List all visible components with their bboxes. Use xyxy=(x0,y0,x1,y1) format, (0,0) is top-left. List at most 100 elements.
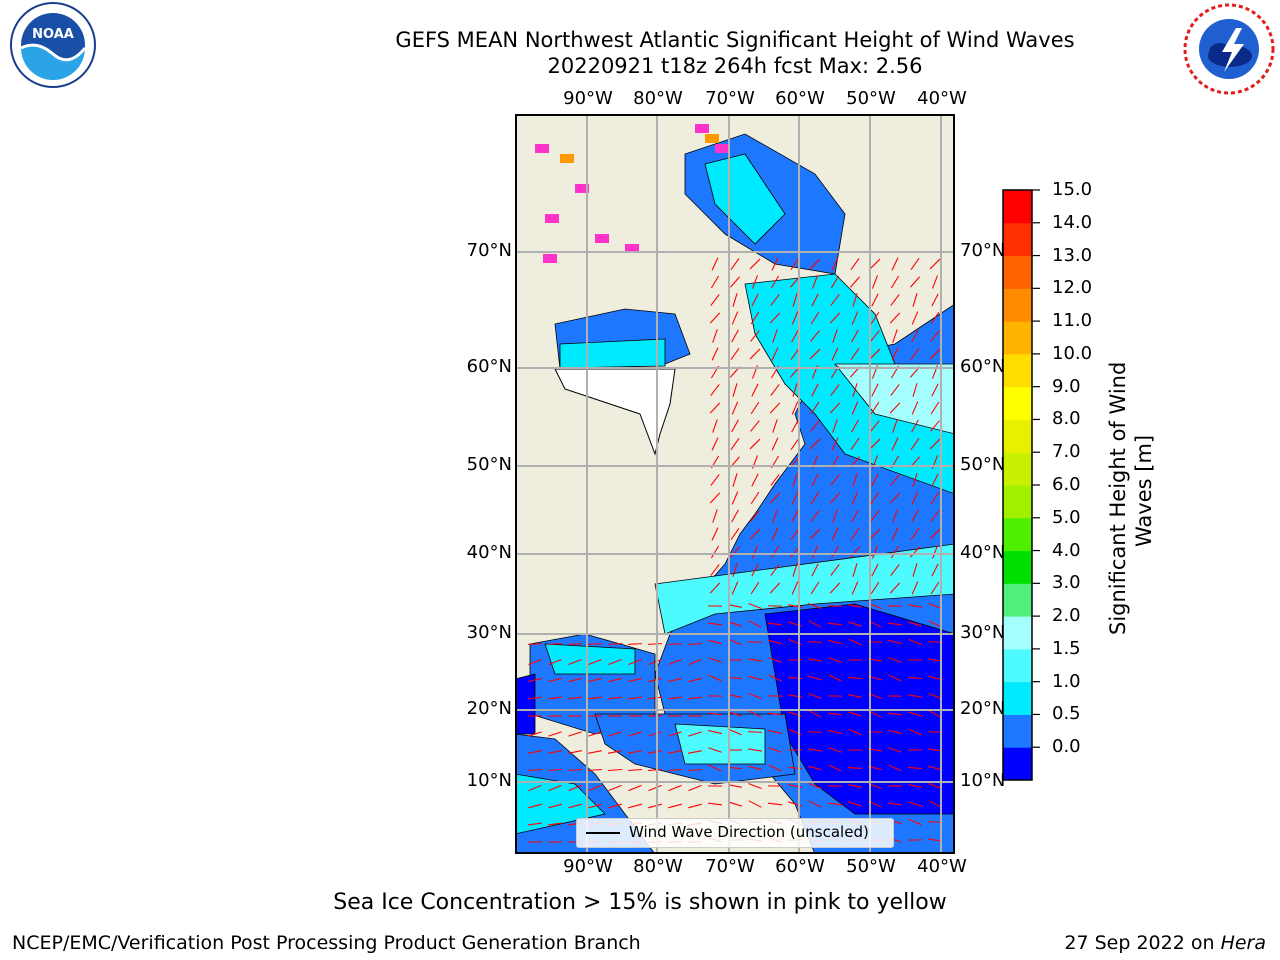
wave-arrow xyxy=(768,764,782,772)
wave-arrow xyxy=(711,347,719,361)
wave-arrow xyxy=(588,658,602,666)
wave-arrow xyxy=(588,731,602,737)
wave-arrow xyxy=(892,509,898,523)
wave-arrow xyxy=(870,311,880,325)
wave-arrow xyxy=(710,474,720,486)
sea-ice-patch xyxy=(575,184,589,193)
wave-arrow xyxy=(627,696,643,700)
wave-arrow xyxy=(889,402,901,414)
wave-arrow xyxy=(729,276,741,288)
wave-arrow xyxy=(748,765,762,771)
wave-arrow xyxy=(871,545,879,559)
wave-arrow xyxy=(852,473,858,487)
wave-arrow xyxy=(831,257,839,271)
wave-arrow xyxy=(807,731,823,733)
wave-arrow xyxy=(750,510,760,522)
wave-arrow xyxy=(647,643,663,645)
wave-arrow xyxy=(930,420,940,432)
wave-arrow xyxy=(792,563,798,577)
wave-arrow xyxy=(647,696,663,700)
wave-arrow xyxy=(748,710,762,718)
wave-arrow xyxy=(791,509,799,523)
wave-arrow xyxy=(931,275,939,289)
wave-arrow xyxy=(847,676,863,680)
wave-arrow xyxy=(708,729,722,735)
wave-arrow xyxy=(628,750,642,754)
longitude-label: 60°W xyxy=(775,856,825,877)
wave-arrow xyxy=(927,821,943,823)
wave-arrow xyxy=(808,692,822,700)
wave-arrow xyxy=(908,621,922,627)
footer-date-text: 27 Sep 2022 on xyxy=(1064,932,1221,954)
wave-arrow xyxy=(770,294,780,306)
wave-arrow xyxy=(768,729,782,735)
wave-arrow xyxy=(931,563,939,577)
wave-arrow xyxy=(750,581,760,595)
wave-arrow xyxy=(568,803,582,809)
wave-arrow xyxy=(769,582,781,594)
wave-arrow xyxy=(907,676,923,680)
wave-arrow xyxy=(871,563,879,577)
wave-arrow xyxy=(791,581,799,595)
wave-arrow xyxy=(527,822,543,826)
colorbar-title: Significant Height of Wind Waves [m] xyxy=(1104,335,1156,635)
wave-arrow xyxy=(567,643,583,645)
wave-arrow xyxy=(928,620,942,628)
wave-arrow xyxy=(889,582,901,594)
wave-arrow xyxy=(710,384,720,396)
wave-arrow xyxy=(871,383,879,397)
wave-arrow xyxy=(830,545,840,559)
wave-arrow xyxy=(790,527,800,541)
wave-arrow xyxy=(828,729,842,735)
wave-arrow xyxy=(771,437,779,451)
colorbar-segment xyxy=(1003,550,1032,584)
noaa-logo: NOAA xyxy=(10,2,96,88)
latitude-label: 70°N xyxy=(466,240,512,261)
wave-arrow xyxy=(830,275,840,289)
wave-arrow xyxy=(731,419,739,433)
wave-arrow xyxy=(528,803,542,809)
colorbar-segment xyxy=(1003,386,1032,420)
wave-arrow xyxy=(808,602,822,610)
longitude-label: 50°W xyxy=(846,856,896,877)
latitude-label: 20°N xyxy=(960,698,1006,719)
wave-arrow xyxy=(730,347,740,361)
wave-arrow xyxy=(728,604,742,608)
wave-arrow xyxy=(850,257,860,271)
colorbar-segment xyxy=(1003,714,1032,748)
wave-arrow xyxy=(928,800,942,808)
wave-arrow xyxy=(891,527,899,541)
wave-arrow xyxy=(627,768,643,772)
wave-arrow xyxy=(771,257,779,271)
wave-arrow xyxy=(711,437,719,451)
wave-arrow xyxy=(792,473,798,487)
wave-arrow xyxy=(727,766,743,770)
wave-arrow xyxy=(527,768,543,772)
wave-arrow xyxy=(928,765,942,771)
wave-arrow xyxy=(772,419,778,433)
wave-arrow xyxy=(829,582,841,594)
wave-arrow xyxy=(891,257,899,271)
map-panel xyxy=(515,114,955,854)
wave-arrow xyxy=(851,401,859,415)
wave-arrow xyxy=(869,528,881,540)
wave-arrow xyxy=(710,294,720,306)
wave-arrow xyxy=(890,275,900,289)
wave-arrow xyxy=(688,803,702,809)
wave-arrow xyxy=(688,784,702,792)
sea-ice-patch xyxy=(715,144,729,153)
wave-arrow xyxy=(911,329,919,343)
wave-arrow xyxy=(911,581,919,595)
wave-arrow xyxy=(892,329,898,343)
wave-arrow xyxy=(870,510,880,522)
sea-ice-patch xyxy=(625,244,639,253)
wave-arrow xyxy=(548,803,562,809)
wave-arrow xyxy=(748,782,762,790)
wave-arrow xyxy=(712,509,718,523)
wave-arrow xyxy=(930,401,940,415)
wave-arrow xyxy=(811,383,819,397)
colorbar-tick-label: 5.0 xyxy=(1052,506,1081,528)
wave-arrow xyxy=(628,803,642,809)
sea-ice-patch xyxy=(535,144,549,153)
wave-arrow xyxy=(749,438,761,450)
